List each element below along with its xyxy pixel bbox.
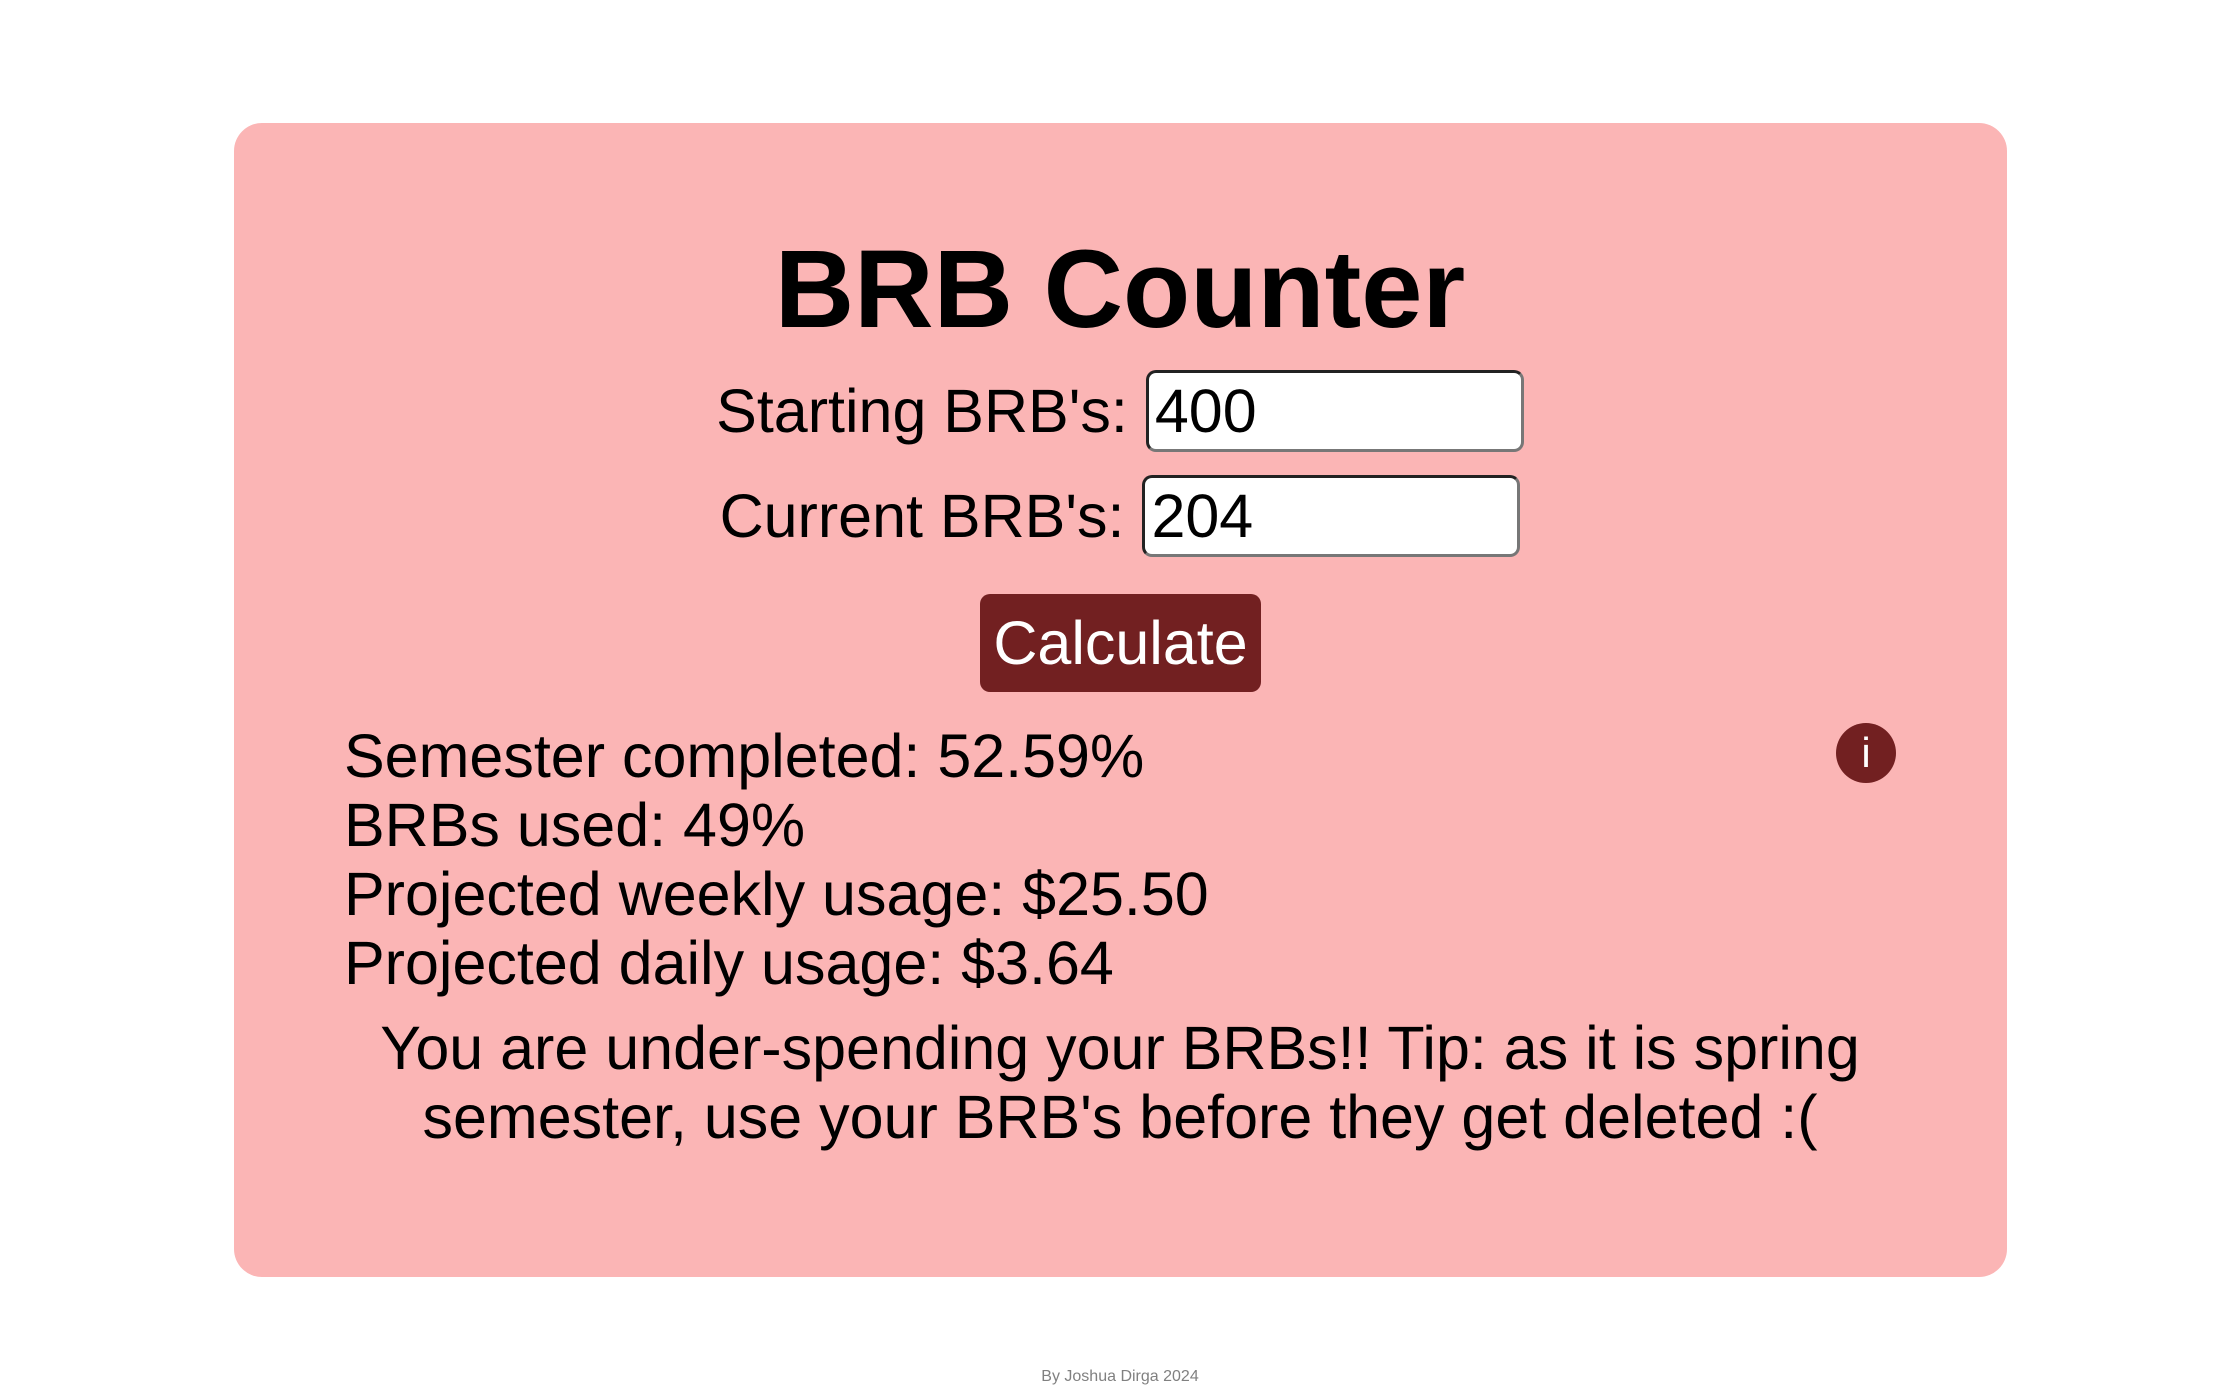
current-brbs-input[interactable] (1142, 475, 1521, 557)
projected-weekly-usage: Projected weekly usage: $25.50 (344, 860, 1209, 928)
brbs-used: BRBs used: 49% (344, 791, 806, 859)
semester-completed: Semester completed: 52.59% (344, 722, 1145, 790)
footer-credit: By Joshua Dirga 2024 (1041, 1368, 1199, 1385)
calculate-button[interactable]: Calculate (980, 594, 1261, 692)
starting-brbs-label: Starting BRB's: (716, 377, 1128, 445)
current-brbs-row: Current BRB's: (0, 475, 2240, 557)
results: Semester completed: 52.59% BRBs used: 49… (344, 722, 1209, 998)
starting-brbs-row: Starting BRB's: (0, 370, 2240, 452)
projected-daily-usage: Projected daily usage: $3.64 (344, 929, 1114, 997)
starting-brbs-input[interactable] (1145, 370, 1524, 452)
spending-message: You are under-spending your BRBs!! Tip: … (380, 1014, 1860, 1151)
calculator-card (234, 123, 2007, 1277)
info-icon[interactable]: i (1836, 723, 1896, 783)
page-title: BRB Counter (774, 228, 1466, 351)
current-brbs-label: Current BRB's: (719, 482, 1125, 550)
